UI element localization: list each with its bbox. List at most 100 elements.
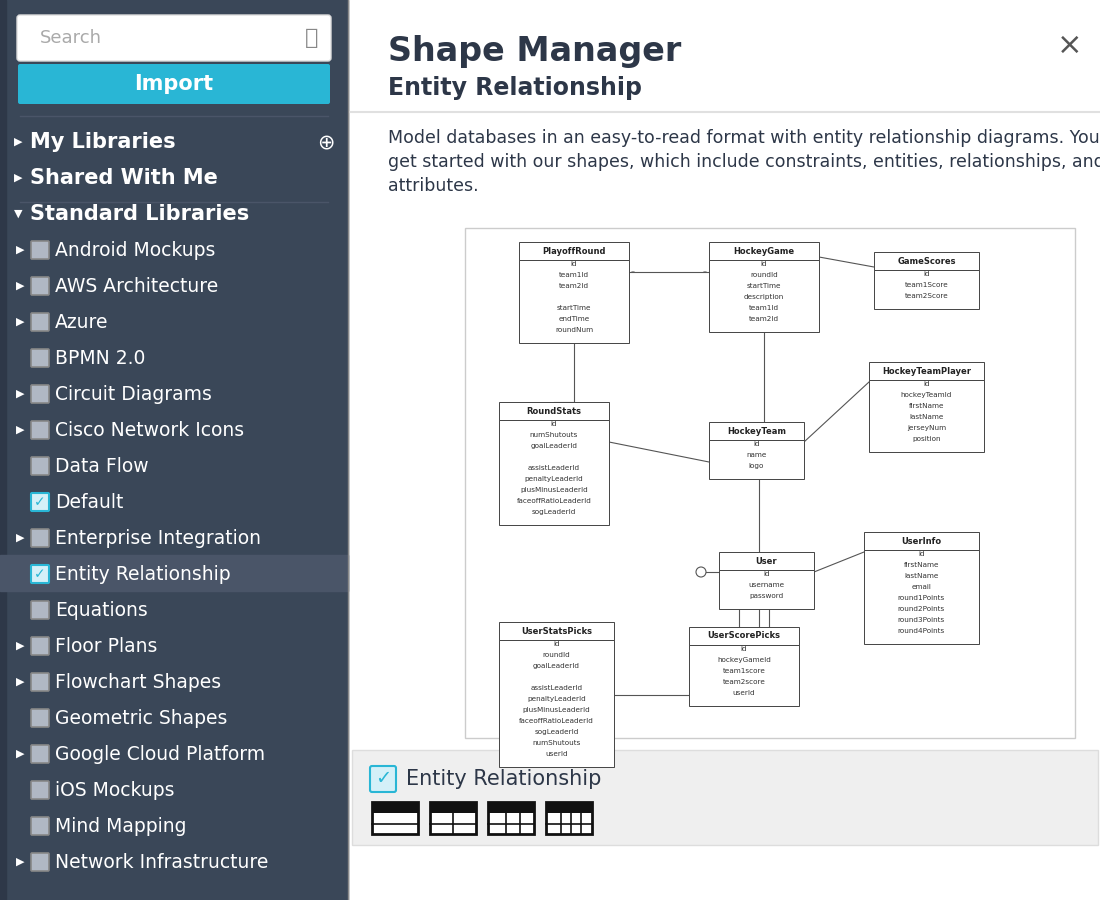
FancyBboxPatch shape: [16, 15, 331, 61]
FancyBboxPatch shape: [31, 673, 50, 691]
Text: startTime: startTime: [747, 283, 781, 289]
Text: ×: ×: [1057, 31, 1082, 59]
FancyBboxPatch shape: [31, 781, 50, 799]
Text: Entity Relationship: Entity Relationship: [55, 564, 231, 583]
Text: faceoffRatioLeaderId: faceoffRatioLeaderId: [519, 718, 594, 724]
FancyBboxPatch shape: [31, 277, 50, 295]
Text: ⌕: ⌕: [306, 28, 319, 48]
Text: endTime: endTime: [559, 316, 590, 322]
Text: ▶: ▶: [16, 857, 24, 867]
Text: ▶: ▶: [16, 641, 24, 651]
Text: id: id: [918, 551, 925, 557]
Bar: [710, 422, 804, 440]
Bar: [710, 260, 820, 332]
Text: plusMinusLeaderId: plusMinusLeaderId: [520, 487, 587, 493]
Text: id: id: [553, 641, 560, 647]
FancyBboxPatch shape: [18, 64, 330, 104]
Text: roundId: roundId: [542, 652, 571, 658]
Text: team2Score: team2Score: [904, 293, 948, 299]
Text: HockeyTeamPlayer: HockeyTeamPlayer: [882, 366, 971, 375]
Bar: [430, 802, 476, 814]
Text: Shape Manager: Shape Manager: [388, 35, 681, 68]
Bar: [710, 440, 804, 479]
Text: team2Id: team2Id: [559, 283, 590, 289]
Bar: [689, 645, 799, 706]
Text: ✓: ✓: [375, 770, 392, 788]
Bar: [519, 242, 629, 260]
Text: ▶: ▶: [16, 749, 24, 759]
Text: id: id: [740, 646, 747, 652]
Text: Shared With Me: Shared With Me: [30, 168, 218, 188]
FancyBboxPatch shape: [31, 565, 50, 583]
FancyBboxPatch shape: [31, 745, 50, 763]
Bar: [869, 380, 984, 452]
Bar: [710, 242, 820, 260]
Bar: [0, 0, 6, 900]
Text: Entity Relationship: Entity Relationship: [406, 769, 602, 789]
Bar: [0, 0, 348, 900]
Bar: [519, 260, 629, 343]
Bar: [0, 555, 348, 591]
Text: id: id: [571, 261, 578, 267]
Text: ▶: ▶: [16, 245, 24, 255]
Bar: [689, 627, 799, 645]
Text: AWS Architecture: AWS Architecture: [55, 276, 218, 295]
Text: team1Score: team1Score: [904, 282, 948, 288]
Text: id: id: [923, 271, 930, 277]
FancyBboxPatch shape: [31, 241, 50, 259]
Text: Network Infrastructure: Network Infrastructure: [55, 852, 268, 871]
Text: iOS Mockups: iOS Mockups: [55, 780, 175, 799]
Text: HockeyTeam: HockeyTeam: [727, 427, 786, 436]
Text: get started with our shapes, which include constraints, entities, relationships,: get started with our shapes, which inclu…: [388, 153, 1100, 171]
Bar: [719, 552, 814, 570]
Text: Standard Libraries: Standard Libraries: [30, 204, 250, 224]
Text: team1Id: team1Id: [559, 272, 590, 278]
Text: Equations: Equations: [55, 600, 147, 619]
Text: lastName: lastName: [904, 573, 938, 579]
Text: Search: Search: [40, 29, 102, 47]
Text: goalLeaderId: goalLeaderId: [534, 663, 580, 669]
FancyBboxPatch shape: [31, 529, 50, 547]
Text: BPMN 2.0: BPMN 2.0: [55, 348, 145, 367]
FancyBboxPatch shape: [31, 817, 50, 835]
Bar: [499, 402, 609, 420]
Text: GameScores: GameScores: [898, 256, 956, 266]
FancyBboxPatch shape: [31, 313, 50, 331]
Bar: [546, 802, 592, 814]
Text: assistLeaderId: assistLeaderId: [528, 465, 580, 471]
Text: lastName: lastName: [910, 414, 944, 420]
Text: Geometric Shapes: Geometric Shapes: [55, 708, 228, 727]
Bar: [499, 420, 609, 525]
Text: Default: Default: [55, 492, 123, 511]
Text: Import: Import: [134, 74, 213, 94]
Text: goalLeaderId: goalLeaderId: [530, 443, 578, 449]
Text: firstName: firstName: [909, 403, 944, 409]
Text: startTime: startTime: [557, 305, 592, 311]
Text: attributes.: attributes.: [388, 177, 478, 195]
Bar: [430, 802, 476, 834]
Text: userId: userId: [546, 751, 568, 757]
FancyBboxPatch shape: [31, 421, 50, 439]
FancyBboxPatch shape: [31, 385, 50, 403]
Text: ✓: ✓: [34, 567, 46, 581]
Text: Enterprise Integration: Enterprise Integration: [55, 528, 261, 547]
Text: email: email: [912, 584, 932, 590]
Text: User: User: [756, 556, 778, 565]
Text: description: description: [744, 294, 784, 300]
Text: round3Points: round3Points: [898, 617, 945, 623]
FancyBboxPatch shape: [31, 709, 50, 727]
Text: round1Points: round1Points: [898, 595, 945, 601]
Text: id: id: [923, 381, 930, 387]
Bar: [488, 802, 534, 814]
Text: Azure: Azure: [55, 312, 109, 331]
Bar: [350, 0, 1100, 900]
Text: ▶: ▶: [16, 677, 24, 687]
Text: jerseyNum: jerseyNum: [906, 425, 946, 431]
Text: sogLeaderId: sogLeaderId: [535, 729, 579, 735]
Text: hockeyGameId: hockeyGameId: [717, 657, 771, 663]
Text: Model databases in an easy-to-read format with entity relationship diagrams. You: Model databases in an easy-to-read forma…: [388, 129, 1100, 147]
Bar: [372, 802, 418, 834]
Text: HockeyGame: HockeyGame: [734, 247, 794, 256]
Text: firstName: firstName: [904, 562, 939, 568]
Bar: [546, 802, 592, 834]
